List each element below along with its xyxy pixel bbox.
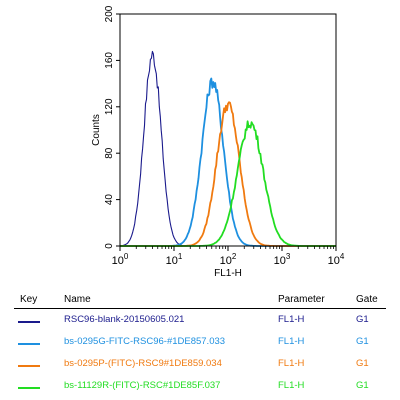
legend-gate: G1: [356, 314, 369, 325]
y-tick-label: 40: [104, 194, 115, 206]
x-tick-label: 100: [112, 252, 129, 267]
legend-parameter: FL1-H: [278, 314, 305, 325]
y-tick-label: 80: [104, 147, 115, 159]
legend-series-name: bs-11129R-(FITC)-RSC#1DE85F.037: [64, 380, 221, 391]
series-layer: [120, 50, 336, 247]
y-tick-label: 120: [104, 98, 115, 115]
legend-header-gate: Gate: [356, 294, 378, 305]
legend-header: Key Name Parameter Gate: [0, 292, 400, 308]
y-tick-label: 160: [104, 52, 115, 69]
legend-row: bs-11129R-(FITC)-RSC#1DE85F.037 FL1-H G1: [0, 376, 400, 398]
legend-parameter: FL1-H: [278, 358, 305, 369]
y-axis-label: Counts: [91, 114, 102, 146]
histogram-chart: 0 40 80 120 160 200 100 101 102 103 104 FL1-H Coun…: [91, 5, 345, 279]
legend-row: RSC96-blank-20150605.021 FL1-H G1: [0, 310, 400, 332]
legend-header-key: Key: [20, 294, 38, 305]
y-tick-label: 0: [104, 243, 115, 249]
legend-gate: G1: [356, 358, 369, 369]
x-tick-label: 104: [328, 252, 345, 267]
legend-gate: G1: [356, 336, 369, 347]
legend-swatch: [18, 365, 40, 367]
legend-parameter: FL1-H: [278, 336, 305, 347]
legend-row: bs-0295G-FITC-RSC96-#1DE857.033 FL1-H G1: [0, 332, 400, 354]
x-tick-label: 102: [220, 252, 237, 267]
legend-gate: G1: [356, 380, 369, 391]
legend-table: Key Name Parameter Gate RSC96-blank-2015…: [0, 292, 400, 396]
series-line: [120, 101, 336, 247]
x-axis-label: FL1-H: [214, 268, 242, 279]
ticks-layer: 0 40 80 120 160 200 100 101 102 103 104: [104, 5, 345, 267]
x-tick-label: 101: [166, 252, 183, 267]
legend-swatch: [18, 387, 40, 389]
legend-parameter: FL1-H: [278, 380, 305, 391]
x-tick-label: 103: [274, 252, 291, 267]
plot-frame: [119, 13, 337, 247]
legend-series-name: bs-0295G-FITC-RSC96-#1DE857.033: [64, 336, 226, 347]
legend-series-name: bs-0295P-(FITC)-RSC9#1DE859.034: [64, 358, 222, 369]
legend-series-name: RSC96-blank-20150605.021: [64, 314, 185, 325]
legend-divider: [14, 308, 386, 309]
legend-swatch: [18, 343, 40, 345]
legend-row: bs-0295P-(FITC)-RSC9#1DE859.034 FL1-H G1: [0, 354, 400, 376]
y-tick-label: 200: [104, 5, 115, 22]
legend-header-name: Name: [64, 294, 91, 305]
legend-swatch: [18, 321, 40, 323]
legend-header-parameter: Parameter: [278, 294, 325, 305]
